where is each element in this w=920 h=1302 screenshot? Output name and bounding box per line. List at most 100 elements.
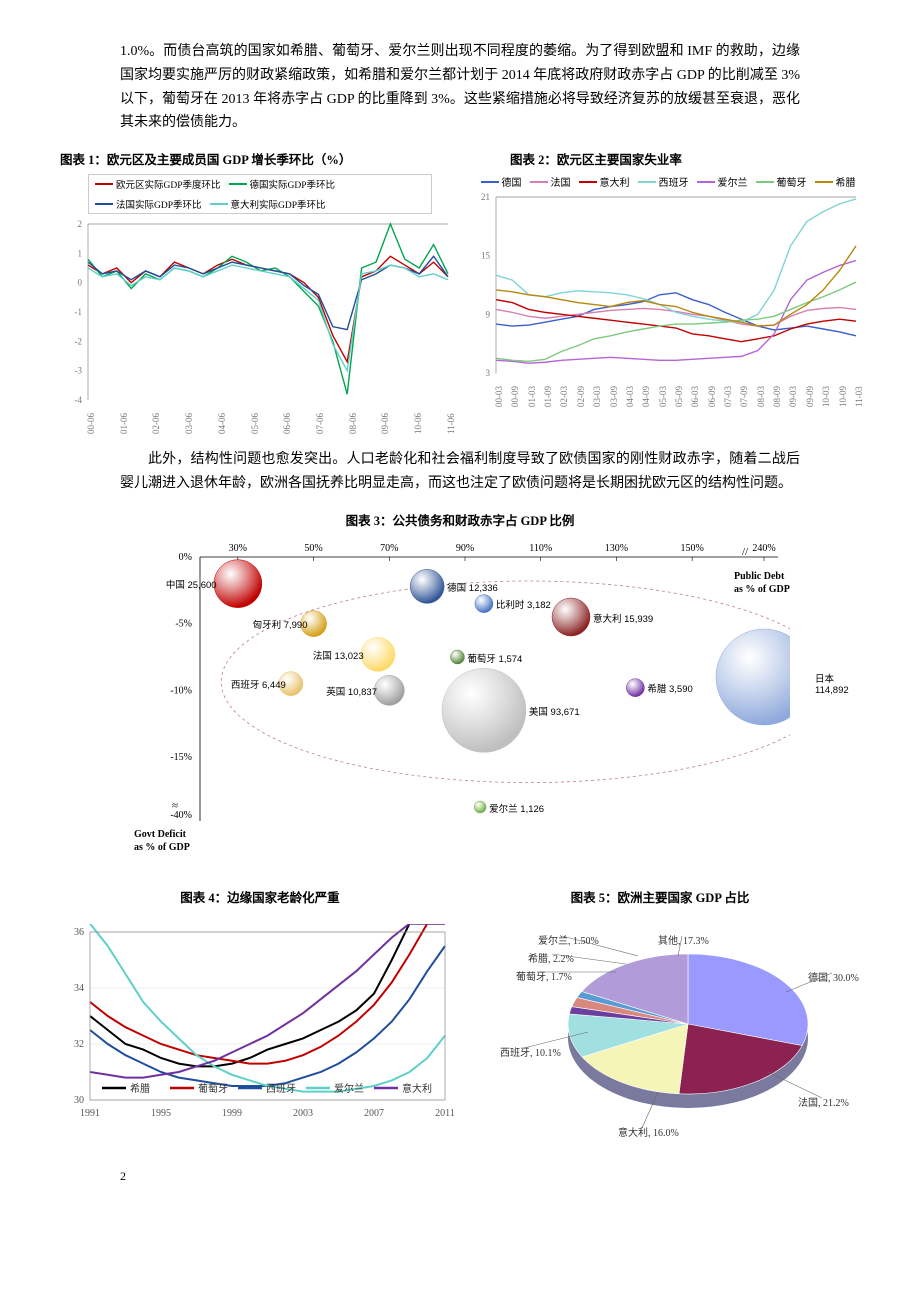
bubble-label: 希腊 3,590 bbox=[647, 681, 692, 695]
chart1-title: 图表 1：欧元区及主要成员国 GDP 增长季环比（%） bbox=[60, 149, 410, 168]
svg-text:as % of GDP: as % of GDP bbox=[134, 842, 190, 853]
page-number: 2 bbox=[120, 1169, 860, 1184]
bubble-label: 中国 25,600 bbox=[166, 577, 217, 591]
pie-label: 爱尔兰, 1.50% bbox=[538, 932, 599, 947]
pie-label: 葡萄牙, 1.7% bbox=[516, 968, 572, 983]
svg-text:1: 1 bbox=[78, 249, 83, 259]
body-paragraph-2: 此外，结构性问题也愈发突出。人口老龄化和社会福利制度导致了欧债国家的刚性财政赤字… bbox=[120, 448, 800, 496]
svg-text:21: 21 bbox=[481, 192, 490, 202]
bubble-label: 意大利 15,939 bbox=[593, 611, 653, 625]
svg-text:150%: 150% bbox=[680, 543, 703, 554]
chart1-legend: 欧元区实际GDP季度环比德国实际GDP季环比法国实际GDP季环比意大利实际GDP… bbox=[88, 174, 432, 214]
chart3-title: 图表 3：公共债务和财政赤字占 GDP 比例 bbox=[60, 510, 860, 529]
chart2-xlabels: 00-0300-0901-0301-0902-0302-0903-0303-09… bbox=[468, 386, 868, 407]
chart2-legend: 德国法国意大利西班牙爱尔兰葡萄牙希腊 bbox=[468, 174, 868, 189]
legend-item: 法国 bbox=[530, 174, 571, 189]
bubble-label: 美国 93,671 bbox=[529, 704, 580, 718]
svg-text:西班牙: 西班牙 bbox=[266, 1083, 296, 1095]
svg-text:-15%: -15% bbox=[170, 752, 192, 763]
svg-text:30: 30 bbox=[74, 1095, 84, 1106]
chart1-plot: 2 1 0 -1 -2 -3 -4 bbox=[60, 218, 460, 408]
legend-item: 西班牙 bbox=[638, 174, 689, 189]
svg-text:≈: ≈ bbox=[172, 800, 178, 812]
legend-item: 意大利 bbox=[579, 174, 630, 189]
svg-text:110%: 110% bbox=[529, 543, 552, 554]
svg-text:-3: -3 bbox=[75, 366, 83, 376]
chart4: 36 34 32 30 希腊 葡萄牙 西班牙 爱尔兰 意大利 1991 1995 1999 2003 20… bbox=[60, 924, 460, 1139]
legend-item: 意大利实际GDP季环比 bbox=[210, 197, 326, 211]
svg-text:240%: 240% bbox=[752, 543, 775, 554]
svg-text:Govt Deficit: Govt Deficit bbox=[134, 829, 187, 840]
svg-text:希腊: 希腊 bbox=[130, 1082, 150, 1095]
svg-text:34: 34 bbox=[74, 983, 84, 994]
svg-text:-1: -1 bbox=[75, 307, 83, 317]
chart2-title: 图表 2：欧元区主要国家失业率 bbox=[410, 149, 860, 168]
pie-label: 其他, 17.3% bbox=[658, 932, 709, 947]
svg-text:0%: 0% bbox=[179, 552, 192, 563]
pie-label: 西班牙, 10.1% bbox=[500, 1044, 561, 1059]
svg-text:36: 36 bbox=[74, 927, 84, 938]
chart5: 爱尔兰, 1.50%希腊, 2.2%葡萄牙, 1.7%西班牙, 10.1%意大利… bbox=[468, 924, 868, 1134]
svg-text:葡萄牙: 葡萄牙 bbox=[198, 1082, 228, 1095]
svg-text:-5%: -5% bbox=[175, 618, 192, 629]
bubble-label: 葡萄牙 1,574 bbox=[467, 651, 522, 665]
svg-text:9: 9 bbox=[486, 310, 491, 320]
bubble-label: 爱尔兰 1,126 bbox=[489, 801, 544, 815]
bubble-label: 法国 13,023 bbox=[313, 648, 364, 662]
svg-text:-2: -2 bbox=[75, 337, 83, 347]
bubble-label: 德国 12,336 bbox=[447, 580, 498, 594]
svg-text:50%: 50% bbox=[304, 543, 322, 554]
legend-item: 希腊 bbox=[815, 174, 856, 189]
svg-text:2011: 2011 bbox=[435, 1108, 455, 1119]
svg-text:爱尔兰: 爱尔兰 bbox=[334, 1082, 364, 1095]
chart3: 30% 50% 70% 90% 110% 130% 150% 240%// 0% -5% -10% -… bbox=[130, 539, 790, 859]
legend-item: 欧元区实际GDP季度环比 bbox=[95, 177, 221, 191]
svg-text:70%: 70% bbox=[380, 543, 398, 554]
pie-label: 意大利, 16.0% bbox=[618, 1124, 679, 1139]
svg-text:2: 2 bbox=[78, 219, 83, 229]
legend-item: 德国实际GDP季环比 bbox=[229, 177, 336, 191]
svg-text:意大利: 意大利 bbox=[402, 1082, 432, 1095]
svg-text:1999: 1999 bbox=[222, 1108, 242, 1119]
svg-text:Public Debt: Public Debt bbox=[734, 571, 785, 582]
svg-text:15: 15 bbox=[481, 251, 491, 261]
legend-item: 爱尔兰 bbox=[697, 174, 748, 189]
pie-label: 希腊, 2.2% bbox=[528, 950, 574, 965]
chart2: 德国法国意大利西班牙爱尔兰葡萄牙希腊 21 15 9 3 00-0300-0901-0… bbox=[468, 174, 868, 434]
chart5-title: 图表 5：欧洲主要国家 GDP 占比 bbox=[460, 887, 860, 906]
svg-text:0: 0 bbox=[78, 278, 83, 288]
charts-row-2: 36 34 32 30 希腊 葡萄牙 西班牙 爱尔兰 意大利 1991 1995 1999 2003 20… bbox=[60, 924, 860, 1139]
svg-text:1995: 1995 bbox=[151, 1108, 171, 1119]
chart1-xlabels: 00-0601-0602-0603-0604-0605-0606-0607-06… bbox=[60, 413, 460, 434]
chart-titles-row-2: 图表 4：边缘国家老龄化严重 图表 5：欧洲主要国家 GDP 占比 bbox=[60, 887, 860, 906]
bubble-label: 英国 10,837 bbox=[326, 684, 377, 698]
pie-label: 法国, 21.2% bbox=[798, 1094, 849, 1109]
legend-item: 葡萄牙 bbox=[756, 174, 807, 189]
svg-text:130%: 130% bbox=[605, 543, 628, 554]
svg-text:-10%: -10% bbox=[170, 685, 192, 696]
svg-text:as % of GDP: as % of GDP bbox=[734, 584, 790, 595]
chart1: 欧元区实际GDP季度环比德国实际GDP季环比法国实际GDP季环比意大利实际GDP… bbox=[60, 174, 460, 434]
svg-text://: // bbox=[742, 546, 749, 558]
svg-text:30%: 30% bbox=[229, 543, 247, 554]
svg-text:-4: -4 bbox=[75, 395, 83, 405]
legend-item: 法国实际GDP季环比 bbox=[95, 197, 202, 211]
body-paragraph-1: 1.0%。而债台高筑的国家如希腊、葡萄牙、爱尔兰则出现不同程度的萎缩。为了得到欧… bbox=[120, 40, 800, 135]
svg-text:2003: 2003 bbox=[293, 1108, 313, 1119]
svg-text:2007: 2007 bbox=[364, 1108, 384, 1119]
svg-text:90%: 90% bbox=[456, 543, 474, 554]
bubble-label: 日本 114,892 bbox=[815, 671, 849, 696]
charts-row-1: 欧元区实际GDP季度环比德国实际GDP季环比法国实际GDP季环比意大利实际GDP… bbox=[60, 174, 860, 434]
bubble-label: 匈牙利 7,990 bbox=[253, 617, 308, 631]
bubble-label: 比利时 3,182 bbox=[496, 597, 551, 611]
svg-text:3: 3 bbox=[486, 368, 491, 378]
bubble-label: 西班牙 6,449 bbox=[231, 677, 286, 691]
svg-text:1991: 1991 bbox=[80, 1108, 100, 1119]
svg-text:32: 32 bbox=[74, 1039, 84, 1050]
chart-titles-row-1: 图表 1：欧元区及主要成员国 GDP 增长季环比（%） 图表 2：欧元区主要国家… bbox=[60, 149, 860, 168]
legend-item: 德国 bbox=[481, 174, 522, 189]
chart4-plot: 36 34 32 30 希腊 葡萄牙 西班牙 爱尔兰 意大利 1991 1995 1999 2003 20… bbox=[60, 924, 460, 1134]
chart4-title: 图表 4：边缘国家老龄化严重 bbox=[60, 887, 460, 906]
chart2-plot: 21 15 9 3 bbox=[468, 191, 868, 381]
pie-label: 德国, 30.0% bbox=[808, 969, 859, 984]
